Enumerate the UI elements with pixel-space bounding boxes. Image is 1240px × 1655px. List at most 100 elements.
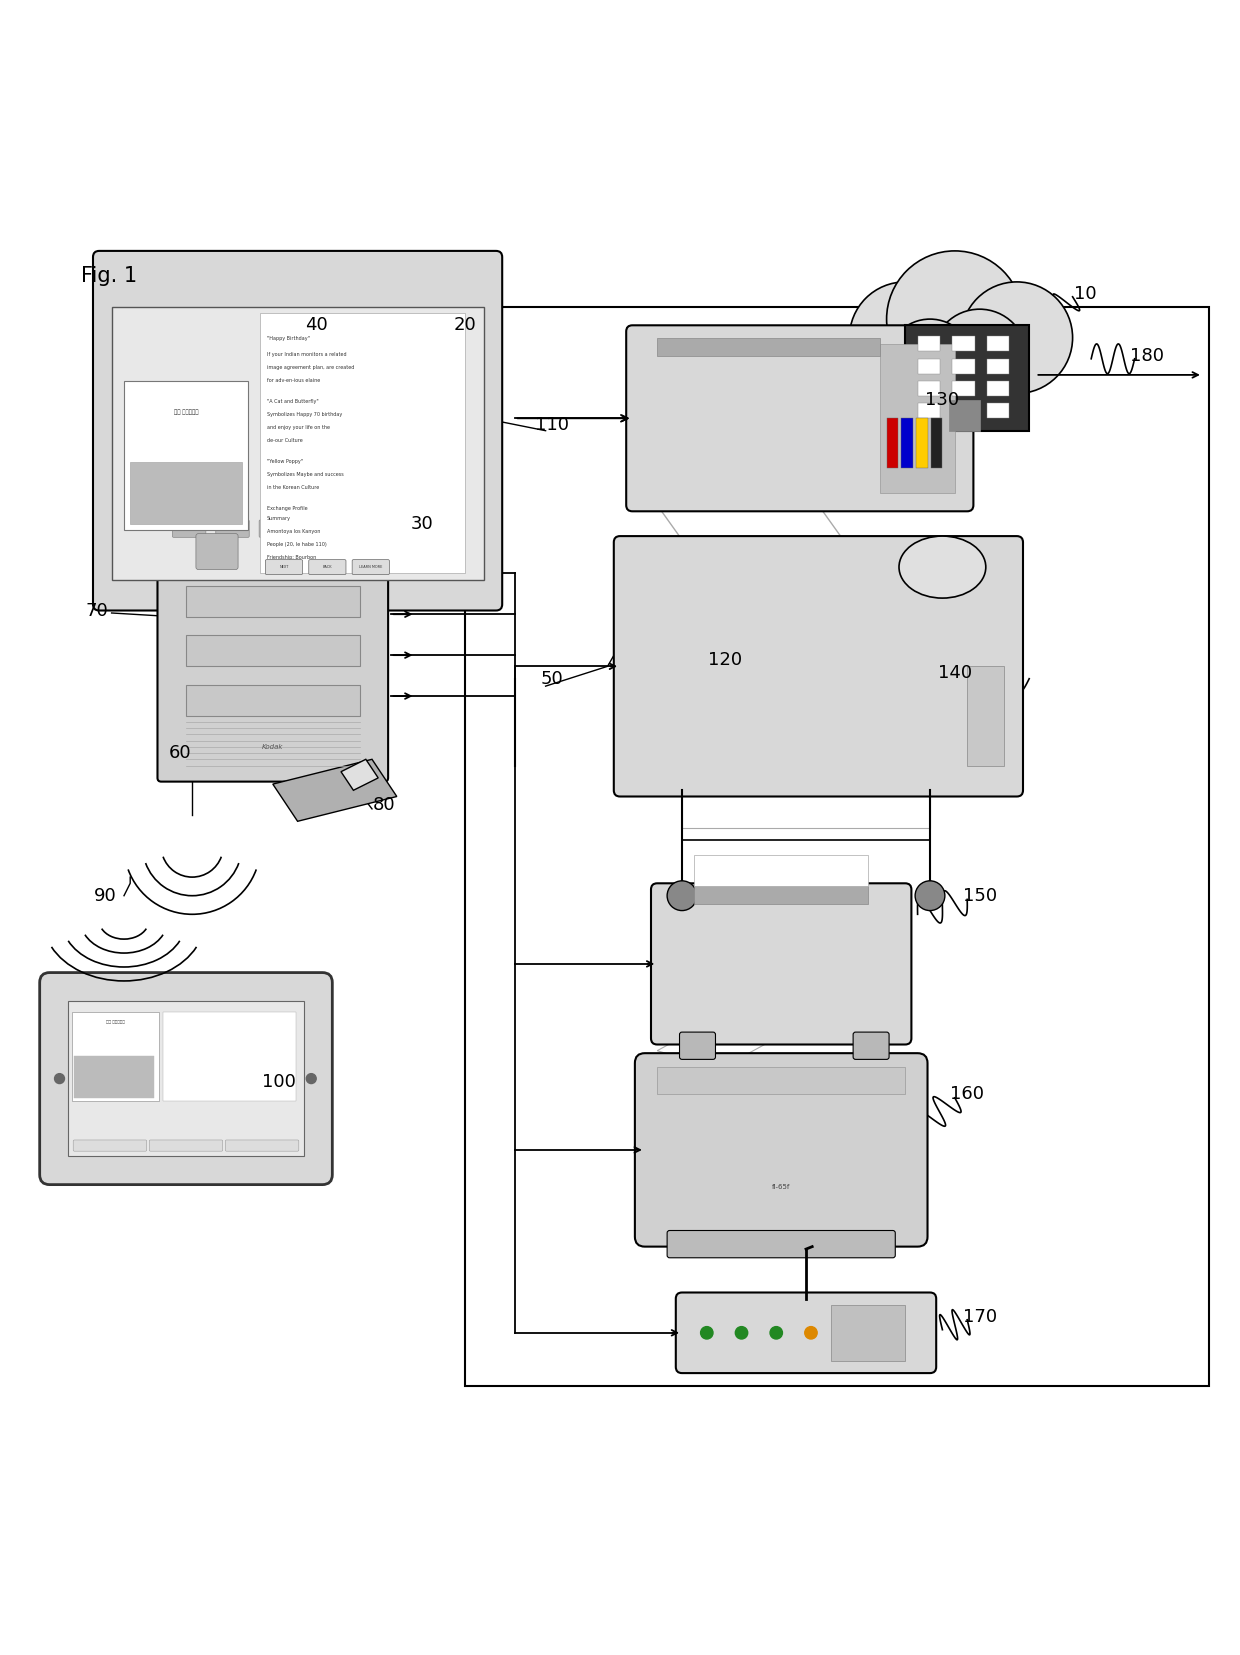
Text: People (20, le habe 110): People (20, le habe 110) <box>267 543 326 548</box>
FancyBboxPatch shape <box>157 501 388 781</box>
FancyBboxPatch shape <box>676 1293 936 1374</box>
Text: 90: 90 <box>94 887 117 905</box>
Text: 100: 100 <box>262 1072 296 1091</box>
FancyBboxPatch shape <box>196 533 238 569</box>
FancyBboxPatch shape <box>916 419 928 468</box>
FancyBboxPatch shape <box>279 579 316 629</box>
FancyBboxPatch shape <box>952 359 975 374</box>
Polygon shape <box>273 760 397 821</box>
Text: 30: 30 <box>410 515 433 533</box>
Polygon shape <box>682 791 930 828</box>
FancyBboxPatch shape <box>987 404 1009 419</box>
Text: 170: 170 <box>962 1309 997 1326</box>
Text: BACK: BACK <box>322 564 332 569</box>
Text: 120: 120 <box>708 650 743 669</box>
Polygon shape <box>657 505 880 592</box>
FancyBboxPatch shape <box>149 1140 223 1152</box>
FancyBboxPatch shape <box>651 884 911 1044</box>
FancyBboxPatch shape <box>952 404 975 419</box>
Text: 70: 70 <box>86 601 108 619</box>
FancyBboxPatch shape <box>905 326 1029 430</box>
Text: 10: 10 <box>1074 285 1096 303</box>
FancyBboxPatch shape <box>614 536 1023 796</box>
Text: 80: 80 <box>373 796 396 814</box>
FancyBboxPatch shape <box>352 559 389 574</box>
Circle shape <box>667 880 697 910</box>
Text: Summary: Summary <box>267 516 290 521</box>
FancyBboxPatch shape <box>987 359 1009 374</box>
FancyBboxPatch shape <box>186 685 360 717</box>
Text: Kodak: Kodak <box>262 743 284 750</box>
Text: image agreement plan, are created: image agreement plan, are created <box>267 366 353 371</box>
Circle shape <box>887 319 973 405</box>
FancyBboxPatch shape <box>918 359 940 374</box>
FancyBboxPatch shape <box>259 520 293 538</box>
FancyBboxPatch shape <box>112 306 484 579</box>
FancyBboxPatch shape <box>164 1013 295 1101</box>
FancyBboxPatch shape <box>657 1067 905 1094</box>
FancyBboxPatch shape <box>952 381 975 396</box>
FancyBboxPatch shape <box>248 629 347 654</box>
Text: 20: 20 <box>454 316 476 334</box>
Circle shape <box>805 1327 817 1339</box>
Text: Exchange Profile: Exchange Profile <box>267 506 308 511</box>
FancyBboxPatch shape <box>694 885 868 904</box>
FancyBboxPatch shape <box>918 336 940 351</box>
FancyBboxPatch shape <box>880 344 955 493</box>
FancyBboxPatch shape <box>73 1140 146 1152</box>
Ellipse shape <box>899 536 986 597</box>
Polygon shape <box>657 976 856 1069</box>
Text: 130: 130 <box>925 391 960 409</box>
Text: de-our Culture: de-our Culture <box>267 439 303 444</box>
FancyBboxPatch shape <box>949 401 980 430</box>
Text: 40: 40 <box>305 316 327 334</box>
FancyBboxPatch shape <box>918 381 940 396</box>
FancyBboxPatch shape <box>901 419 913 468</box>
Circle shape <box>770 1327 782 1339</box>
FancyBboxPatch shape <box>887 419 898 468</box>
FancyBboxPatch shape <box>987 381 1009 396</box>
FancyBboxPatch shape <box>831 1304 905 1360</box>
FancyBboxPatch shape <box>40 973 332 1185</box>
FancyBboxPatch shape <box>265 559 303 574</box>
FancyBboxPatch shape <box>967 667 1004 766</box>
FancyBboxPatch shape <box>626 326 973 511</box>
Text: NEXT: NEXT <box>279 564 289 569</box>
FancyBboxPatch shape <box>260 313 465 573</box>
Text: Symbolizes Happy 70 birthday: Symbolizes Happy 70 birthday <box>267 412 342 417</box>
Text: 생일 축하합니다: 생일 축하합니다 <box>105 1021 125 1024</box>
Circle shape <box>915 880 945 910</box>
Text: 150: 150 <box>962 887 997 905</box>
Circle shape <box>961 281 1073 394</box>
Circle shape <box>849 281 961 394</box>
Text: fi-65f: fi-65f <box>773 1183 790 1190</box>
Circle shape <box>55 1074 64 1084</box>
FancyBboxPatch shape <box>987 336 1009 351</box>
FancyBboxPatch shape <box>680 1033 715 1059</box>
FancyBboxPatch shape <box>635 1053 928 1246</box>
FancyBboxPatch shape <box>853 1033 889 1059</box>
Circle shape <box>932 309 1027 404</box>
FancyBboxPatch shape <box>309 559 346 574</box>
FancyBboxPatch shape <box>931 419 942 468</box>
FancyBboxPatch shape <box>186 636 360 667</box>
Circle shape <box>887 252 1023 387</box>
FancyBboxPatch shape <box>303 520 336 538</box>
FancyBboxPatch shape <box>93 252 502 611</box>
Text: Fig. 1: Fig. 1 <box>81 266 136 286</box>
FancyBboxPatch shape <box>918 404 940 419</box>
FancyBboxPatch shape <box>130 462 242 523</box>
FancyBboxPatch shape <box>216 520 249 538</box>
Circle shape <box>701 1327 713 1339</box>
FancyBboxPatch shape <box>68 1001 304 1157</box>
Text: in the Korean Culture: in the Korean Culture <box>267 485 319 490</box>
Text: 180: 180 <box>1130 348 1164 366</box>
Text: 생일 축하합니다: 생일 축하합니다 <box>174 409 198 415</box>
Text: 50: 50 <box>541 670 563 688</box>
FancyBboxPatch shape <box>226 1140 299 1152</box>
Text: LEARN MORE: LEARN MORE <box>360 564 382 569</box>
Text: Amontoya los Kanyon: Amontoya los Kanyon <box>267 530 320 535</box>
Text: Friendship: Bourbon: Friendship: Bourbon <box>267 554 316 559</box>
FancyBboxPatch shape <box>186 586 360 617</box>
Text: 160: 160 <box>950 1086 985 1104</box>
